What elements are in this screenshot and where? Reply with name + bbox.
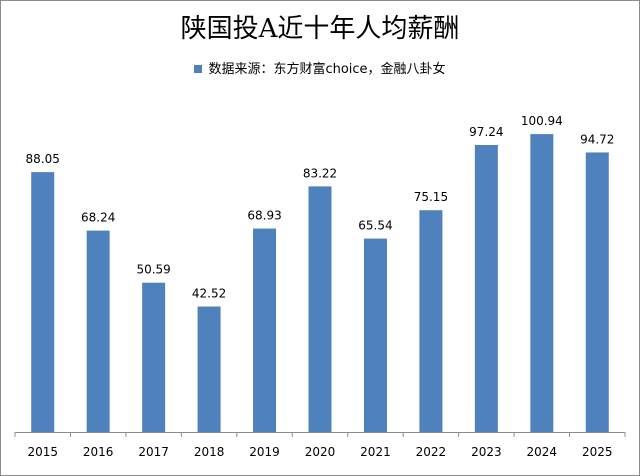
data-label-2019: 68.93 (247, 209, 281, 223)
x-tick-label-2015: 2015 (27, 445, 58, 459)
x-tick-label-2018: 2018 (194, 445, 225, 459)
bar-2023 (474, 145, 498, 433)
legend-label: 数据来源：东方财富choice，金融八卦女 (208, 62, 446, 77)
data-label-2023: 97.24 (469, 125, 503, 139)
data-label-2025: 94.72 (580, 132, 614, 146)
bar-2020 (308, 186, 332, 432)
data-label-2016: 68.24 (81, 211, 115, 225)
x-tick-label-2025: 2025 (582, 445, 613, 459)
data-label-2017: 50.59 (136, 263, 170, 277)
bar-2021 (363, 238, 387, 432)
x-tick-label-2016: 2016 (83, 445, 114, 459)
x-tick-label-2017: 2017 (138, 445, 169, 459)
bar-2022 (419, 210, 443, 432)
data-label-2015: 88.05 (26, 152, 60, 166)
x-tick-label-2020: 2020 (305, 445, 336, 459)
bar-2024 (530, 134, 554, 432)
data-label-2018: 42.52 (192, 287, 226, 301)
bar-2018 (197, 306, 221, 432)
x-tick-label-2024: 2024 (527, 445, 558, 459)
x-tick-label-2022: 2022 (416, 445, 447, 459)
bar-2016 (86, 230, 110, 432)
bar-2017 (142, 282, 166, 432)
data-label-2022: 75.15 (414, 190, 448, 204)
data-label-2020: 83.22 (303, 166, 337, 180)
bar-2025 (585, 152, 609, 433)
x-tick-label-2019: 2019 (249, 445, 280, 459)
x-tick-label-2023: 2023 (471, 445, 502, 459)
chart-legend: 数据来源：东方财富choice，金融八卦女 (0, 58, 640, 77)
legend-swatch (194, 64, 203, 73)
bar-2019 (253, 228, 277, 432)
data-label-2021: 65.54 (358, 219, 392, 233)
bar-2015 (31, 172, 55, 432)
chart-title: 陕国投A近十年人均薪酬 (180, 14, 460, 44)
data-label-2024: 100.94 (521, 114, 563, 128)
x-tick-label-2021: 2021 (360, 445, 391, 459)
